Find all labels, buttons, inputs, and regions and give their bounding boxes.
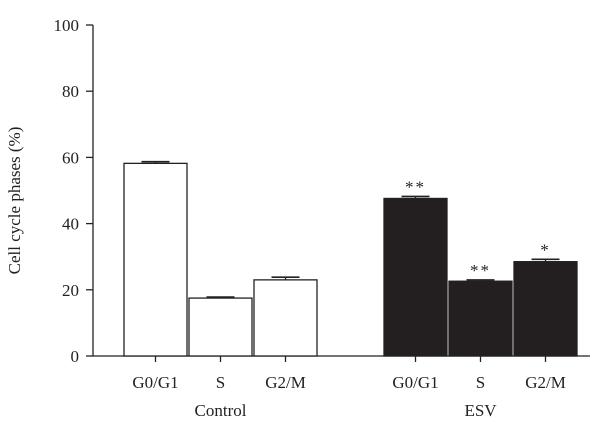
y-axis: 0 20 40 60 80 100	[54, 16, 94, 366]
y-tick-label: 60	[62, 148, 79, 167]
bar-esv-g2-m	[513, 261, 578, 357]
x-axis	[93, 355, 590, 362]
y-tick-label: 40	[62, 215, 79, 234]
y-tick-label: 0	[71, 347, 80, 366]
labels-layer: G0/G1 S G2/M Control G0/G1 ** S ** G2/M * ESV	[132, 177, 565, 420]
bar-control-g0-g1	[123, 162, 188, 357]
category-label: G0/G1	[132, 373, 178, 392]
significance-label: *	[540, 240, 551, 259]
y-tick-label: 20	[62, 281, 79, 300]
bar-esv-s	[448, 280, 513, 357]
group-label-esv: ESV	[464, 401, 497, 420]
category-label: G2/M	[525, 373, 566, 392]
significance-label: **	[405, 177, 426, 196]
category-label: G0/G1	[392, 373, 438, 392]
bar-control-g2-m	[253, 279, 318, 357]
bars-layer	[123, 160, 578, 357]
y-tick-label: 80	[62, 82, 79, 101]
y-axis-title: Cell cycle phases (%)	[5, 127, 24, 275]
group-label-control: Control	[195, 401, 247, 420]
category-label: S	[216, 373, 225, 392]
y-tick-label: 100	[54, 16, 80, 35]
significance-label: **	[470, 261, 491, 280]
bar-esv-g0-g1	[383, 197, 448, 357]
category-label: G2/M	[265, 373, 306, 392]
category-label: S	[476, 373, 485, 392]
bar-control-s	[188, 297, 253, 357]
